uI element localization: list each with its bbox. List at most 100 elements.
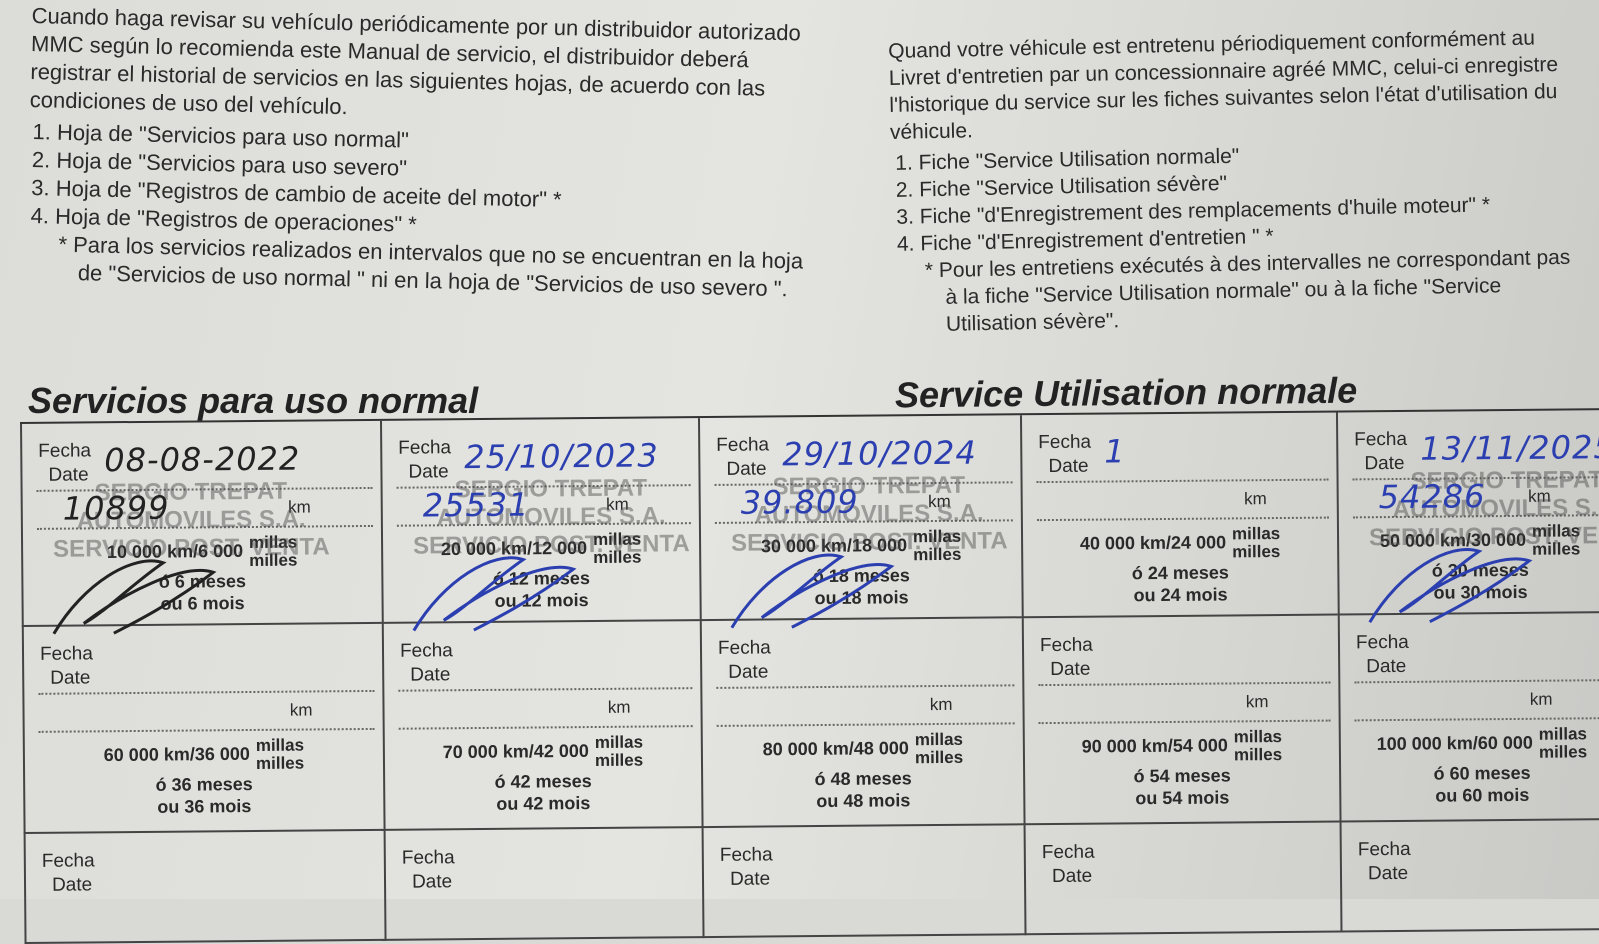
fecha-label: Fecha	[1357, 838, 1411, 861]
km-label: km	[929, 694, 953, 715]
interval-months: ó 42 meses	[494, 771, 592, 792]
handwritten-date: 29/10/2024	[782, 433, 977, 474]
dotted-line	[1354, 679, 1599, 684]
unit-labels: millas milles	[1538, 724, 1588, 762]
service-cell: Fecha Date km 30 000 km/18 000 millas milles ó…	[697, 415, 1022, 629]
km-label: km	[607, 697, 631, 717]
fecha-label: Fecha	[1355, 631, 1409, 654]
unit-labels: millas milles	[1233, 726, 1283, 765]
service-cell: Fecha Date km 70 000 km/42 000 millas milles ó…	[381, 621, 702, 831]
service-interval: 40 000 km/24 000 millas milles ó 24 meses ou…	[1023, 524, 1338, 608]
dotted-line	[1036, 516, 1329, 522]
millas-label: millas	[594, 732, 644, 752]
dotted-line	[398, 725, 693, 730]
km-label: km	[1243, 489, 1267, 509]
dotted-line	[38, 689, 375, 695]
interval-months: ó 24 meses	[1131, 562, 1229, 584]
millas-label: millas	[1233, 726, 1283, 747]
service-cell: Fecha Date	[383, 828, 703, 941]
fecha-label: Fecha	[39, 643, 93, 665]
milles-label: milles	[255, 753, 305, 773]
fecha-label: Fecha	[399, 640, 453, 662]
date-label-fr: Date	[410, 664, 451, 686]
dotted-line	[1038, 719, 1331, 725]
millas-label: millas	[1538, 724, 1588, 744]
service-cell: Fecha Date	[1023, 822, 1341, 936]
dotted-line	[716, 684, 1015, 689]
section-heading-french: Service Utilisation normale	[894, 369, 1358, 416]
milles-label: milles	[1233, 744, 1283, 765]
dotted-line	[1038, 681, 1331, 687]
date-label: Fecha Date	[402, 846, 455, 894]
intro-paragraph: Cuando haga revisar su vehículo periódic…	[29, 2, 802, 120]
interval-mois: ou 60 mois	[1435, 784, 1530, 806]
service-cell: Fecha Date km 50 000 km/30 000 millas milles ó…	[1335, 410, 1599, 624]
milles-label: milles	[594, 750, 644, 770]
interval-distance: 70 000 km/42 000	[442, 740, 589, 763]
date-label-fr: Date	[1366, 655, 1407, 678]
section-heading-spanish: Servicios para uso normal	[28, 380, 479, 421]
service-cell: Fecha Date km 100 000 km/60 000 millas milles…	[1337, 613, 1599, 823]
interval-distance: 40 000 km/24 000	[1079, 532, 1227, 554]
milles-label: milles	[1232, 542, 1281, 562]
date-label-fr: Date	[51, 874, 93, 896]
handwritten-date: 25/10/2023	[464, 436, 659, 477]
fecha-label: Fecha	[717, 637, 771, 659]
fecha-label: Fecha	[1039, 634, 1093, 657]
km-label: km	[1529, 689, 1553, 709]
service-interval: 80 000 km/48 000 millas milles ó 48 meses ou…	[703, 730, 1024, 813]
date-label-fr: Date	[1367, 862, 1409, 885]
unit-labels: millas milles	[1231, 524, 1281, 562]
interval-distance: 60 000 km/36 000	[103, 743, 250, 766]
date-label: Fecha Date	[1042, 841, 1095, 889]
interval-distance: 100 000 km/60 000	[1376, 732, 1533, 754]
fecha-label: Fecha	[719, 844, 773, 866]
unit-labels: millas milles	[914, 729, 964, 768]
millas-label: millas	[255, 735, 305, 755]
fecha-label: Fecha	[1041, 841, 1095, 864]
milles-label: milles	[1538, 742, 1588, 762]
interval-months: ó 60 meses	[1433, 762, 1531, 784]
service-cell: Fecha Date	[701, 825, 1025, 939]
date-label-fr: Date	[50, 667, 91, 689]
service-cell: Fecha Date km 90 000 km/54 000 millas milles ó…	[1021, 615, 1340, 826]
interval-months: ó 36 meses	[155, 773, 253, 795]
interval-mois: ou 48 mois	[816, 790, 911, 812]
milles-label: milles	[914, 747, 964, 768]
signature	[52, 559, 217, 635]
dotted-line	[1036, 478, 1329, 484]
fecha-label: Fecha	[1038, 431, 1092, 454]
dotted-line	[1354, 717, 1599, 722]
date-label: Fecha Date	[1038, 431, 1091, 479]
service-interval: 90 000 km/54 000 millas milles ó 54 meses ou…	[1025, 726, 1340, 811]
fecha-label: Fecha	[41, 850, 95, 872]
footnote: * Pour les entretiens exécutés à des int…	[924, 245, 1571, 336]
dotted-line	[398, 687, 693, 692]
service-cell: Fecha Date km 40 000 km/24 000 millas milles ó…	[1019, 412, 1338, 619]
manual-page	[0, 0, 1599, 899]
date-label: Fecha Date	[40, 642, 93, 690]
date-label: Fecha Date	[720, 843, 773, 891]
date-label: Fecha Date	[400, 639, 453, 687]
dotted-line	[38, 727, 375, 733]
intro-spanish: Cuando haga revisar su vehículo periódic…	[25, 2, 831, 308]
signature	[1368, 548, 1533, 624]
interval-distance: 80 000 km/48 000	[762, 738, 909, 760]
interval-distance: 90 000 km/54 000	[1081, 735, 1228, 757]
intro-french: Quand votre véhicule est entretenu pério…	[888, 24, 1584, 343]
fecha-label: Fecha	[398, 437, 452, 459]
millas-label: millas	[914, 729, 964, 750]
fecha-label: Fecha	[401, 847, 455, 869]
millas-label: millas	[1231, 524, 1281, 544]
sheet-list: Hoja de "Servicios para uso normal" Hoja…	[27, 118, 829, 248]
interval-mois: ou 24 mois	[1133, 584, 1228, 606]
handwritten-mileage: 10899	[62, 488, 170, 528]
km-label: km	[289, 700, 313, 720]
sheet-list: Fiche "Service Utilisation normale" Fich…	[890, 136, 1582, 258]
interval-months: ó 54 meses	[1133, 765, 1231, 787]
fecha-label: Fecha	[716, 434, 770, 456]
date-label-fr: Date	[1050, 658, 1091, 681]
date-label: Fecha Date	[1356, 631, 1409, 679]
service-interval: 100 000 km/60 000 millas milles ó 60 meses o…	[1341, 724, 1599, 807]
intro-paragraph: Quand votre véhicule est entretenu pério…	[888, 26, 1559, 144]
